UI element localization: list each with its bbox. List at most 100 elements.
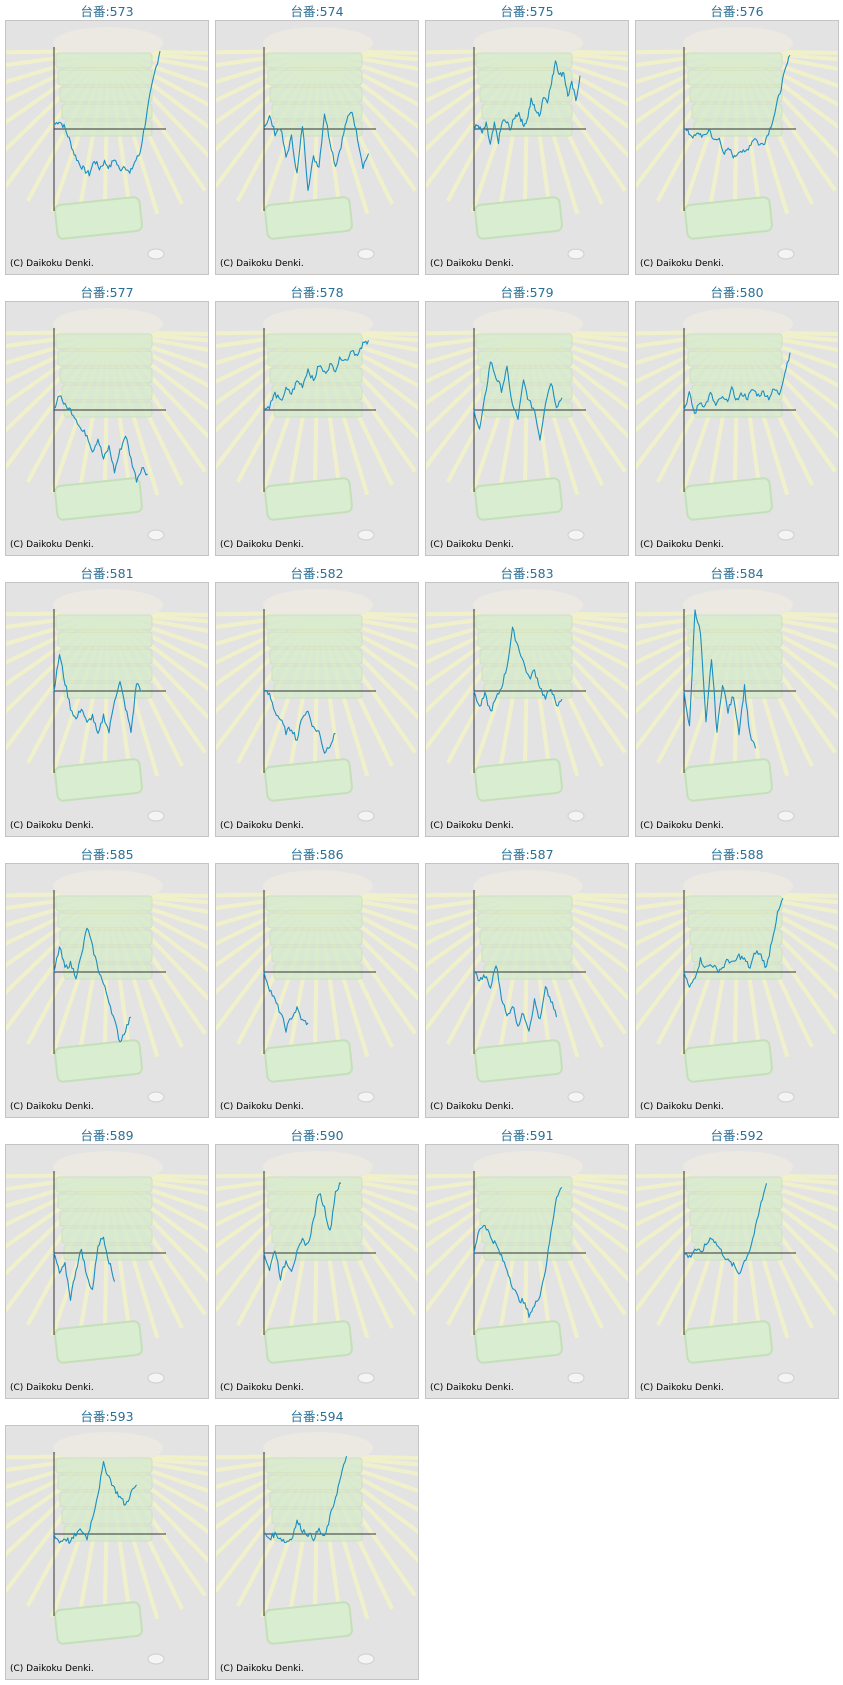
- stacked-box: [269, 1491, 363, 1508]
- tray-shape: [264, 196, 353, 240]
- background-illustration: [6, 589, 208, 822]
- stacked-box: [691, 946, 783, 963]
- chart-title[interactable]: 台番:573: [80, 4, 134, 19]
- background-illustration: [216, 589, 418, 822]
- tray-shape: [684, 477, 773, 521]
- stacked-box: [689, 367, 783, 384]
- chart-svg: [6, 1151, 208, 1384]
- chart-title[interactable]: 台番:587: [500, 847, 554, 862]
- stacked-box: [271, 946, 363, 963]
- chart-svg: [426, 870, 628, 1103]
- tray-shape: [684, 1320, 773, 1364]
- stacked-box: [691, 103, 783, 120]
- background-illustration: [426, 870, 628, 1103]
- coin-shape: [357, 1091, 375, 1103]
- chart-cell: 台番:585 (C) Daikoku Denki.: [5, 843, 209, 1123]
- series-line: [683, 897, 784, 988]
- series-line: [473, 60, 581, 145]
- tray-shape: [474, 1320, 563, 1364]
- stacked-box: [269, 1210, 363, 1227]
- stacked-box: [265, 52, 363, 69]
- chart-cell: 台番:581 (C) Daikoku Denki.: [5, 562, 209, 842]
- stacked-box: [269, 648, 363, 665]
- stacked-box: [59, 929, 153, 946]
- stacked-box: [475, 52, 573, 69]
- stacked-box: [477, 631, 573, 648]
- crowd-shape: [263, 27, 373, 59]
- stacked-box: [685, 333, 783, 350]
- chart-title[interactable]: 台番:591: [500, 1128, 554, 1143]
- stacked-box: [481, 1227, 573, 1244]
- chart-cell: 台番:584 (C) Daikoku Denki.: [635, 562, 839, 842]
- copyright-label: (C) Daikoku Denki.: [640, 259, 724, 269]
- stacked-box: [57, 912, 153, 929]
- chart-svg: [216, 870, 418, 1103]
- stacked-box: [265, 614, 363, 631]
- series-line: [473, 965, 558, 1032]
- crowd-shape: [263, 1151, 373, 1183]
- chart-svg: [6, 308, 208, 541]
- chart-title[interactable]: 台番:576: [710, 4, 764, 19]
- chart-cell: 台番:586 (C) Daikoku Denki.: [215, 843, 419, 1123]
- chart-panel: (C) Daikoku Denki.: [215, 301, 419, 556]
- chart-title[interactable]: 台番:594: [290, 1409, 344, 1424]
- chart-cell: 台番:583 (C) Daikoku Denki.: [425, 562, 629, 842]
- chart-title[interactable]: 台番:593: [80, 1409, 134, 1424]
- background-illustration: [6, 1151, 208, 1384]
- stacked-box: [59, 1491, 153, 1508]
- background-illustration: [6, 870, 208, 1103]
- chart-panel: (C) Daikoku Denki.: [215, 1144, 419, 1399]
- chart-title[interactable]: 台番:577: [80, 285, 134, 300]
- background-illustration: [426, 589, 628, 822]
- stacked-box: [267, 69, 363, 86]
- coin-shape: [147, 1653, 165, 1665]
- series-line: [263, 111, 370, 191]
- stacked-box: [481, 103, 573, 120]
- stacked-box: [61, 1508, 153, 1525]
- copyright-label: (C) Daikoku Denki.: [430, 1383, 514, 1393]
- chart-title[interactable]: 台番:574: [290, 4, 344, 19]
- stacked-box: [265, 1457, 363, 1474]
- chart-title[interactable]: 台番:581: [80, 566, 134, 581]
- stacked-box: [55, 52, 153, 69]
- chart-title[interactable]: 台番:590: [290, 1128, 344, 1143]
- tray-shape: [264, 1601, 353, 1645]
- series-line: [263, 1455, 348, 1544]
- tray-shape: [474, 477, 563, 521]
- series-line: [53, 927, 132, 1043]
- chart-title[interactable]: 台番:589: [80, 1128, 134, 1143]
- stacked-box: [59, 367, 153, 384]
- chart-title[interactable]: 台番:578: [290, 285, 344, 300]
- chart-title[interactable]: 台番:579: [500, 285, 554, 300]
- chart-svg: [426, 308, 628, 541]
- chart-title[interactable]: 台番:586: [290, 847, 344, 862]
- coin-shape: [567, 1091, 585, 1103]
- crowd-shape: [683, 870, 793, 902]
- chart-title[interactable]: 台番:584: [710, 566, 764, 581]
- copyright-label: (C) Daikoku Denki.: [430, 1102, 514, 1112]
- chart-title[interactable]: 台番:585: [80, 847, 134, 862]
- chart-title[interactable]: 台番:575: [500, 4, 554, 19]
- series-line: [683, 54, 791, 159]
- chart-title[interactable]: 台番:580: [710, 285, 764, 300]
- tray-shape: [264, 477, 353, 521]
- chart-title[interactable]: 台番:583: [500, 566, 554, 581]
- series-line: [263, 971, 309, 1033]
- stacked-box: [479, 648, 573, 665]
- chart-panel: (C) Daikoku Denki.: [215, 863, 419, 1118]
- chart-panel: (C) Daikoku Denki.: [425, 863, 629, 1118]
- chart-title[interactable]: 台番:588: [710, 847, 764, 862]
- tray-shape: [684, 196, 773, 240]
- chart-svg: [216, 1432, 418, 1665]
- tray-shape: [264, 1039, 353, 1083]
- chart-title[interactable]: 台番:582: [290, 566, 344, 581]
- stacked-box: [477, 1193, 573, 1210]
- tray-shape: [54, 1320, 143, 1364]
- chart-cell: 台番:589 (C) Daikoku Denki.: [5, 1124, 209, 1404]
- stacked-box: [689, 648, 783, 665]
- stacked-box: [475, 614, 573, 631]
- background-illustration: [216, 308, 418, 541]
- chart-panel: (C) Daikoku Denki.: [425, 20, 629, 275]
- chart-title[interactable]: 台番:592: [710, 1128, 764, 1143]
- crowd-shape: [683, 27, 793, 59]
